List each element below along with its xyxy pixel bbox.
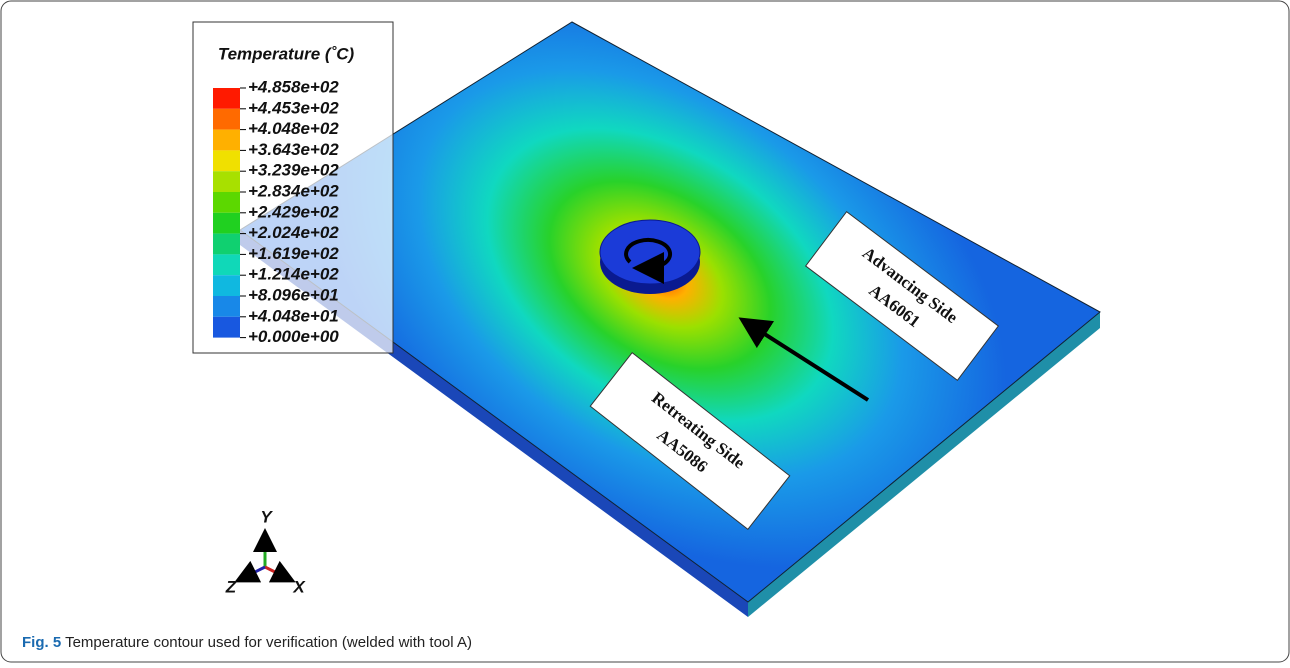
legend-swatch	[213, 296, 240, 317]
legend-swatch	[213, 150, 240, 171]
legend-swatch	[213, 275, 240, 296]
axis-label: Y	[260, 507, 273, 526]
legend-swatch	[213, 213, 240, 234]
figure: Advancing Side AA6061 Retreating Side AA…	[0, 0, 1290, 663]
legend-swatch	[213, 171, 240, 192]
page: {"figure":{ "legend":{"title":"Temperatu…	[0, 0, 1290, 668]
legend-swatch	[213, 192, 240, 213]
legend-swatch	[213, 130, 240, 151]
legend-swatch	[213, 109, 240, 130]
legend-label: +1.619e+02	[248, 244, 339, 263]
legend-label: +4.048e+02	[248, 119, 339, 138]
legend-label: +3.643e+02	[248, 140, 339, 159]
caption-text: Temperature contour used for verificatio…	[65, 634, 472, 651]
legend-swatch	[213, 254, 240, 275]
legend-label: +3.239e+02	[248, 161, 339, 180]
legend-swatch	[213, 317, 240, 338]
legend-swatch	[213, 234, 240, 255]
legend-label: +4.048e+01	[248, 306, 339, 325]
legend-label: +0.000e+00	[248, 327, 339, 346]
legend-label: +2.024e+02	[248, 223, 339, 242]
axis-label: X	[292, 577, 306, 596]
legend: Temperature (˚C) +4.858e+02 +4.453e+02 +4.…	[193, 22, 393, 353]
legend-label: +1.214e+02	[248, 265, 339, 284]
legend-label: +8.096e+01	[248, 285, 339, 304]
caption-label: Fig. 5	[22, 634, 61, 651]
legend-swatch	[213, 88, 240, 109]
legend-title: Temperature (˚C)	[218, 44, 355, 63]
legend-label: +2.834e+02	[248, 181, 339, 200]
tool	[600, 220, 700, 284]
axis-label: Z	[225, 577, 237, 596]
legend-label: +4.453e+02	[248, 98, 339, 117]
caption: Fig. 5 Temperature contour used for veri…	[22, 634, 472, 651]
legend-label: +2.429e+02	[248, 202, 339, 221]
legend-label: +4.858e+02	[248, 77, 339, 96]
